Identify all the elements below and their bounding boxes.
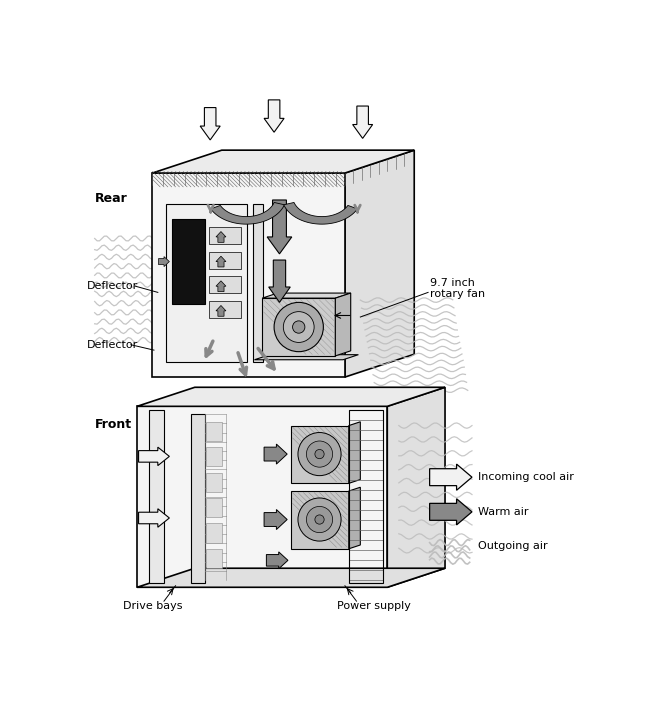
Polygon shape bbox=[262, 298, 335, 356]
Polygon shape bbox=[209, 276, 241, 293]
Polygon shape bbox=[430, 464, 472, 490]
Circle shape bbox=[306, 506, 333, 533]
Circle shape bbox=[293, 321, 305, 333]
Polygon shape bbox=[291, 426, 349, 484]
Polygon shape bbox=[253, 204, 263, 362]
Text: Deflector: Deflector bbox=[87, 340, 138, 350]
Circle shape bbox=[315, 449, 324, 459]
Polygon shape bbox=[284, 203, 357, 224]
Text: Incoming cool air: Incoming cool air bbox=[478, 472, 574, 482]
Polygon shape bbox=[216, 281, 226, 291]
Polygon shape bbox=[137, 387, 445, 406]
Polygon shape bbox=[216, 232, 226, 242]
Text: Drive bays: Drive bays bbox=[123, 601, 183, 611]
Polygon shape bbox=[209, 251, 241, 268]
Text: Power supply: Power supply bbox=[337, 601, 411, 611]
Polygon shape bbox=[262, 293, 351, 298]
Polygon shape bbox=[216, 256, 226, 267]
Polygon shape bbox=[211, 203, 284, 224]
Polygon shape bbox=[137, 568, 445, 587]
Polygon shape bbox=[153, 173, 345, 377]
Polygon shape bbox=[149, 410, 164, 584]
Polygon shape bbox=[264, 510, 287, 529]
Polygon shape bbox=[216, 306, 226, 316]
Polygon shape bbox=[209, 227, 241, 244]
Polygon shape bbox=[353, 106, 373, 139]
Polygon shape bbox=[206, 472, 222, 492]
Text: Deflector: Deflector bbox=[87, 281, 138, 291]
Circle shape bbox=[284, 312, 314, 342]
Polygon shape bbox=[264, 444, 287, 464]
Polygon shape bbox=[209, 301, 241, 318]
Polygon shape bbox=[191, 414, 205, 584]
Polygon shape bbox=[267, 200, 292, 254]
Text: 9.7 inch
rotary fan: 9.7 inch rotary fan bbox=[430, 278, 484, 299]
Text: Front: Front bbox=[95, 417, 132, 431]
Text: Outgoing air: Outgoing air bbox=[478, 541, 548, 551]
Polygon shape bbox=[139, 447, 170, 465]
Polygon shape bbox=[264, 100, 284, 132]
Polygon shape bbox=[137, 406, 387, 587]
Polygon shape bbox=[254, 355, 359, 360]
Circle shape bbox=[315, 515, 324, 524]
Circle shape bbox=[306, 441, 333, 467]
Polygon shape bbox=[349, 422, 361, 484]
Polygon shape bbox=[269, 260, 290, 303]
Polygon shape bbox=[166, 204, 247, 362]
Polygon shape bbox=[206, 523, 222, 543]
Polygon shape bbox=[206, 498, 222, 517]
Polygon shape bbox=[158, 256, 170, 267]
Circle shape bbox=[298, 498, 341, 541]
Polygon shape bbox=[291, 491, 349, 549]
Circle shape bbox=[298, 432, 341, 476]
Polygon shape bbox=[345, 150, 414, 377]
Polygon shape bbox=[430, 498, 472, 525]
Polygon shape bbox=[387, 387, 445, 587]
Polygon shape bbox=[139, 509, 170, 527]
Polygon shape bbox=[206, 422, 222, 441]
Polygon shape bbox=[206, 447, 222, 466]
Polygon shape bbox=[200, 108, 220, 140]
Polygon shape bbox=[172, 219, 205, 304]
Polygon shape bbox=[335, 293, 351, 356]
Text: Warm air: Warm air bbox=[478, 507, 529, 517]
Polygon shape bbox=[349, 487, 361, 549]
Polygon shape bbox=[153, 150, 414, 173]
Polygon shape bbox=[267, 552, 288, 569]
Circle shape bbox=[274, 303, 323, 352]
Text: Rear: Rear bbox=[95, 192, 127, 205]
Polygon shape bbox=[206, 549, 222, 568]
